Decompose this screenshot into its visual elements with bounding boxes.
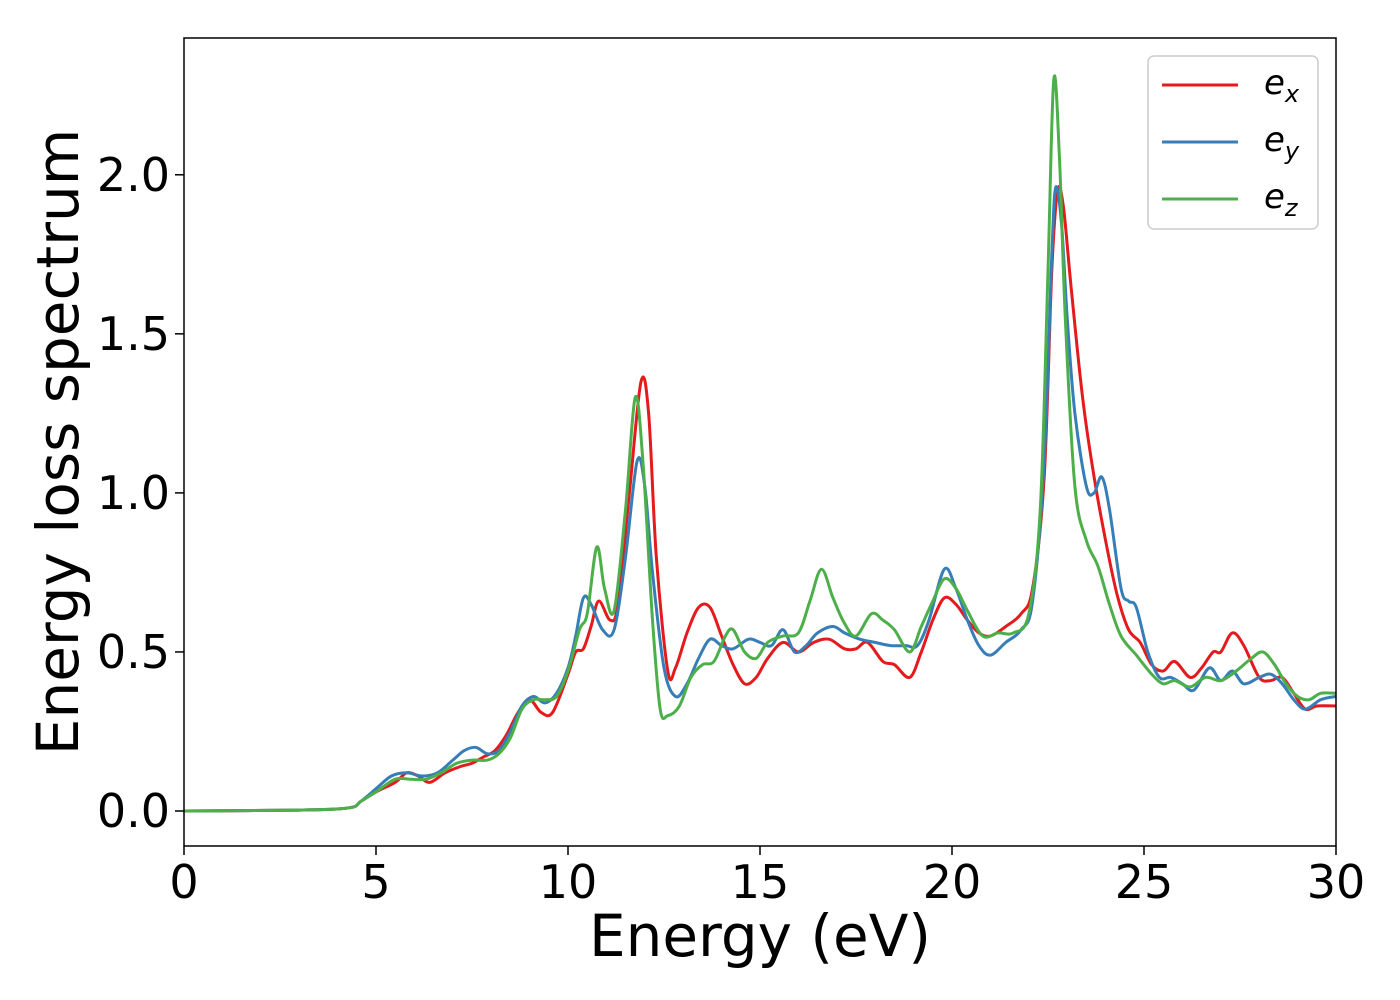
series-line-e-y — [184, 185, 1336, 813]
x-tick-label: 0 — [169, 855, 198, 909]
series-line-e-z — [184, 74, 1336, 813]
x-tick-label: 15 — [731, 855, 790, 909]
y-tick-label: 0.5 — [97, 625, 170, 679]
y-axis: 0.0 0.5 1.0 1.5 2.0 — [97, 148, 184, 838]
y-tick-label: 0.0 — [97, 784, 170, 838]
y-axis-label: Energy loss spectrum — [24, 129, 92, 755]
legend-label-e-x: ex — [1264, 63, 1300, 108]
x-axis-label: Energy (eV) — [589, 902, 931, 970]
x-tick-label: 10 — [539, 855, 598, 909]
series-layer — [184, 74, 1336, 813]
y-tick-label: 1.5 — [97, 307, 170, 361]
legend-label-e-z: ez — [1264, 177, 1299, 222]
x-tick-label: 20 — [923, 855, 982, 909]
x-tick-label: 25 — [1115, 855, 1174, 909]
legend-label-e-y: ey — [1264, 120, 1300, 165]
x-tick-label: 5 — [361, 855, 390, 909]
legend: ex ey ez — [1147, 55, 1319, 230]
x-tick-label: 30 — [1307, 855, 1366, 909]
y-tick-label: 2.0 — [97, 148, 170, 202]
x-axis: 0 5 10 15 20 25 30 — [169, 846, 1365, 909]
y-tick-label: 1.0 — [97, 466, 170, 520]
